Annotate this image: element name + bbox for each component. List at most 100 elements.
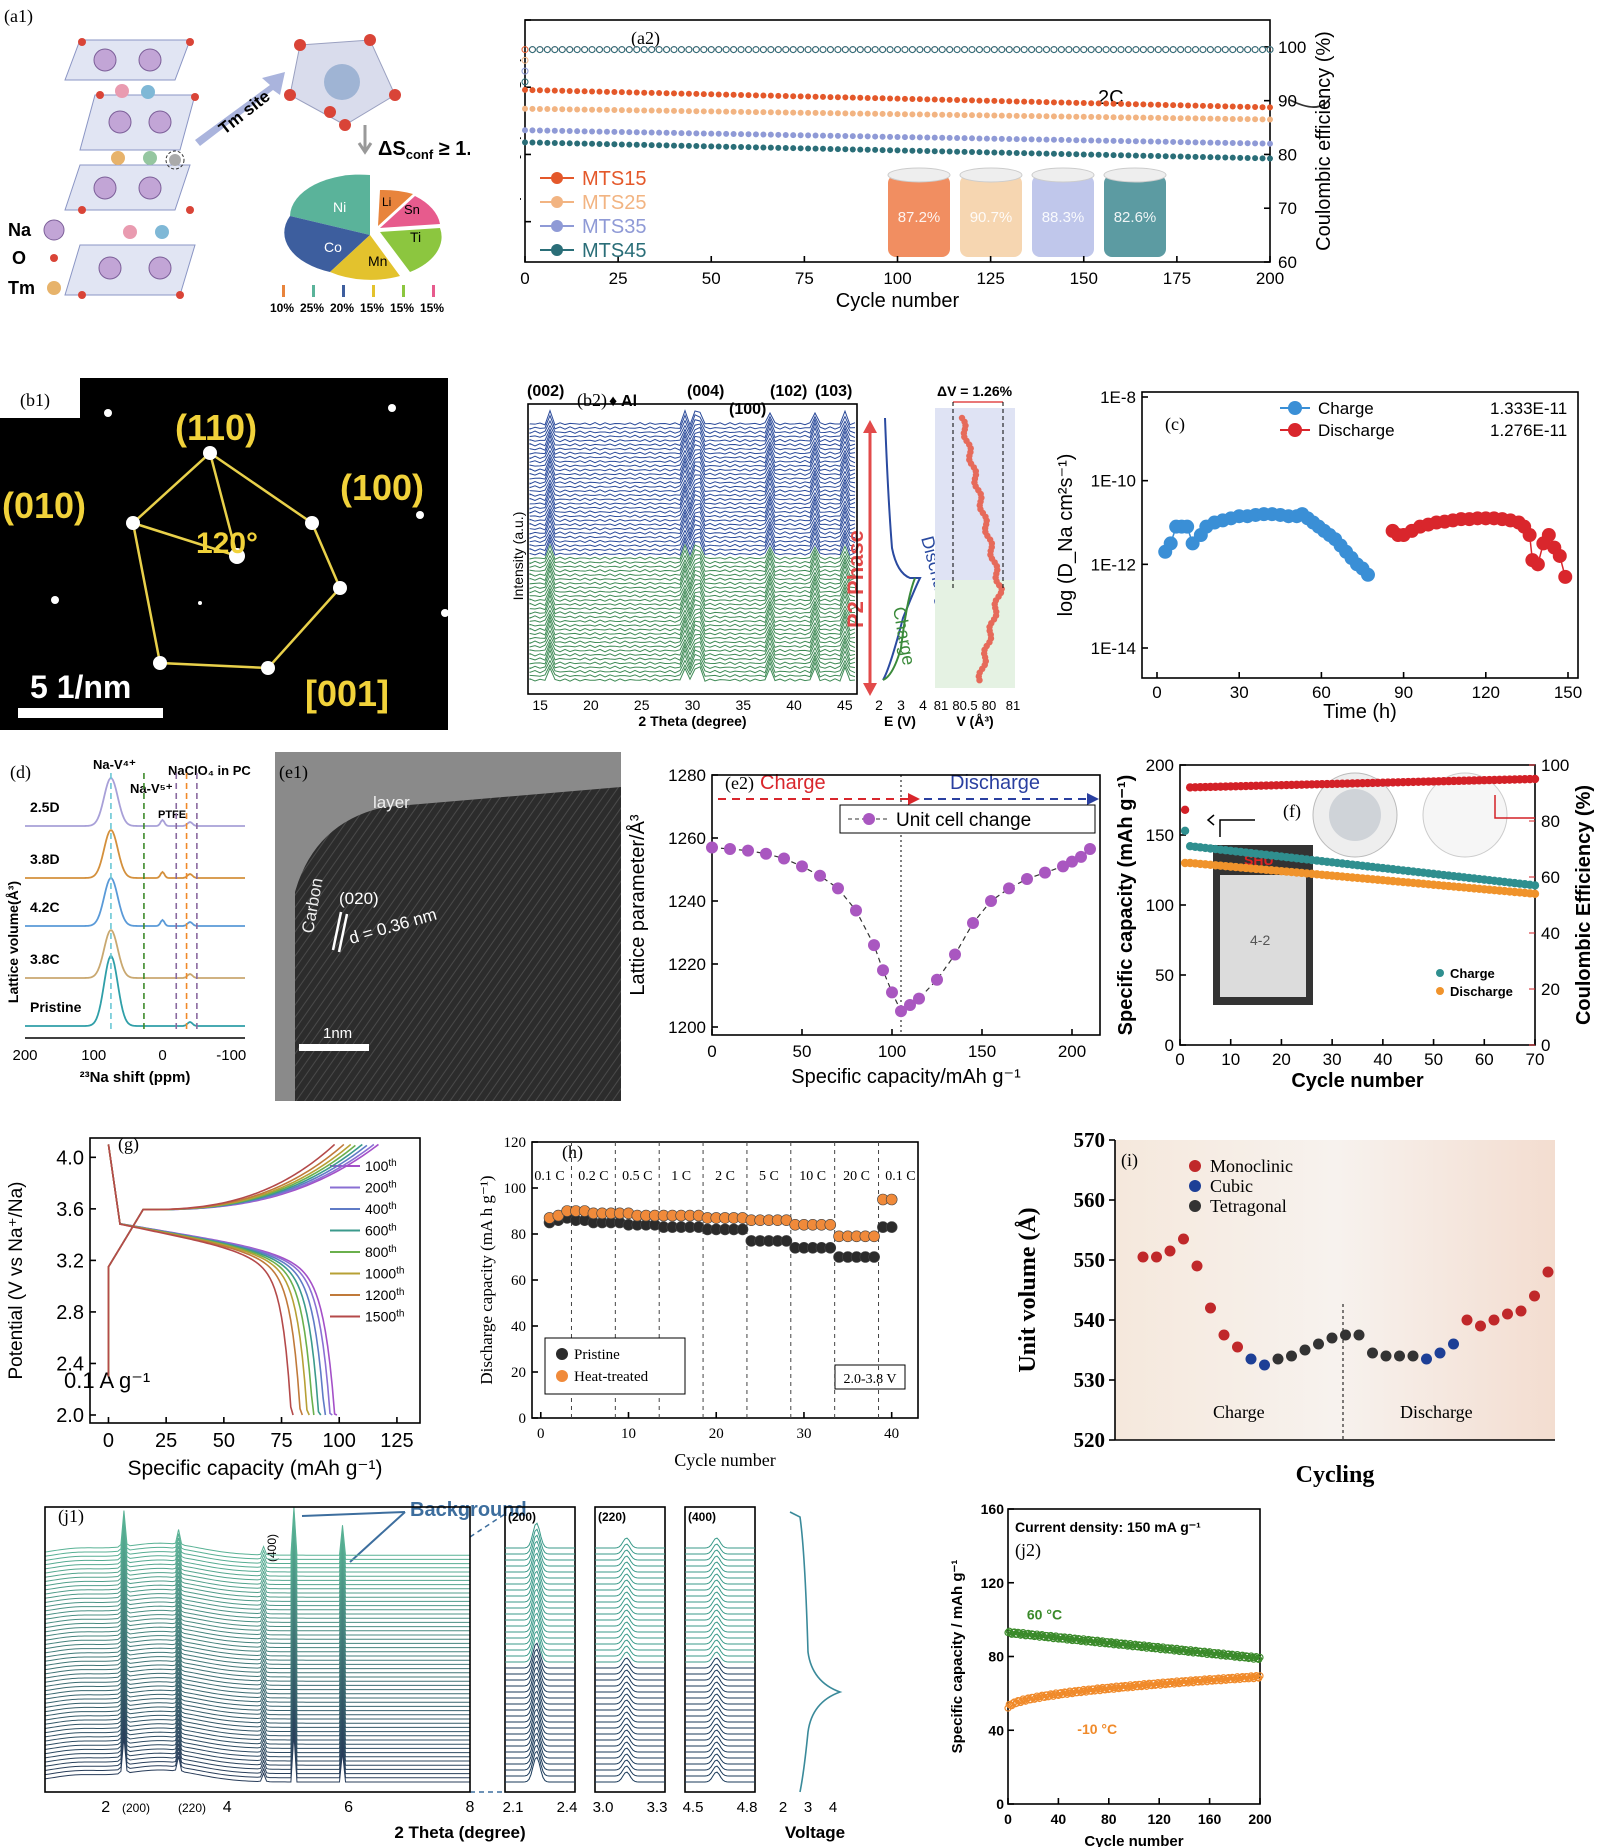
point-MTS15 xyxy=(648,89,655,96)
point-MTS35 xyxy=(805,132,812,139)
xrd-pattern xyxy=(529,631,856,649)
ce-point-MTS45 xyxy=(1206,46,1214,54)
point-Charge xyxy=(1530,881,1540,890)
tm-site-label: Tm site xyxy=(215,87,274,139)
point-MTS45 xyxy=(1058,150,1065,157)
point-MTS15 xyxy=(1118,100,1124,107)
point-MTS35 xyxy=(1013,136,1020,143)
point-MTS25 xyxy=(946,111,953,118)
j2-ytick: 120 xyxy=(981,1575,1005,1591)
j1-inset-pattern xyxy=(505,1576,575,1603)
point-MTS25 xyxy=(827,110,834,117)
e2-point xyxy=(814,869,826,882)
xrd-pattern xyxy=(529,535,856,552)
e2-point xyxy=(886,986,898,999)
j1-inset-pattern xyxy=(595,1621,665,1633)
point-MTS25 xyxy=(1162,114,1169,121)
point-MTS25 xyxy=(1065,113,1072,120)
j1-inset-pattern xyxy=(505,1558,575,1585)
legend-MTS25: MTS25 xyxy=(582,192,646,214)
ce-point-MTS45 xyxy=(715,46,723,54)
j1-pattern xyxy=(44,1624,470,1674)
point-MTS35 xyxy=(656,129,663,136)
xrd-pattern xyxy=(529,509,856,527)
j1-inset-pattern xyxy=(505,1690,575,1717)
point-MTS45 xyxy=(916,147,923,154)
point-MTS35 xyxy=(775,131,782,138)
e2-point xyxy=(1084,843,1096,856)
d-xtick: 200 xyxy=(12,1047,37,1064)
j1-inset-pattern xyxy=(685,1591,755,1603)
xrd-pattern xyxy=(529,463,856,482)
point-Monoclinic xyxy=(1515,1305,1527,1317)
xrd-pattern xyxy=(529,648,856,666)
legend-marker xyxy=(556,1370,568,1382)
d-nmr-spectra: (d) Na-V⁴⁺ Na-V⁵⁺ NaClO₄ in PC PTFE Latt… xyxy=(5,757,251,1086)
j1-inset-pattern xyxy=(505,1540,575,1567)
point-MTS25 xyxy=(1222,115,1229,122)
point-MTS15 xyxy=(849,94,856,101)
point-MTS25 xyxy=(1058,113,1065,120)
xrd-pattern xyxy=(529,577,856,594)
j1-pattern xyxy=(44,1607,470,1657)
point-MTS15 xyxy=(1259,104,1266,111)
battery-body xyxy=(1032,175,1094,257)
point-MTS35 xyxy=(752,131,759,138)
point-MTS15 xyxy=(1088,100,1095,107)
j1-pattern xyxy=(44,1687,470,1737)
j1-pattern xyxy=(44,1616,470,1665)
battery-cap xyxy=(887,167,951,183)
point-MTS25 xyxy=(901,111,908,118)
xrd-pattern xyxy=(529,514,856,532)
battery-percent: 82.6% xyxy=(1114,209,1157,226)
legend-marker xyxy=(1288,423,1302,437)
point-MTS45 xyxy=(723,143,730,150)
x-tick-label: 125 xyxy=(976,269,1004,288)
point-MTS15 xyxy=(611,89,618,96)
ce-point-MTS45 xyxy=(759,46,767,54)
ce-point-MTS45 xyxy=(946,46,954,54)
e2-label: (e2) xyxy=(725,773,754,794)
e2-lattice-chart: (e2) Charge Discharge 0 50 100 150 200 1200 12… xyxy=(626,766,1101,1088)
e2-xtick: 100 xyxy=(878,1042,906,1061)
nmr-curve-3.8C xyxy=(25,929,245,979)
f-ytick: 200 xyxy=(1146,756,1174,775)
ce-point-MTS45 xyxy=(953,46,961,54)
b2-phase-arrow: P2 Phase xyxy=(843,420,877,696)
point-MTS25 xyxy=(1147,114,1154,121)
b2-xtick: 15 xyxy=(532,697,548,713)
point-MTS35 xyxy=(574,128,581,135)
point-MTS15 xyxy=(522,86,528,93)
e1-plane: (020) xyxy=(339,889,379,908)
legend-na: Na xyxy=(8,220,32,240)
point-MTS45 xyxy=(1043,150,1050,157)
point-MTS35 xyxy=(1006,135,1013,142)
f-y2tick: 80 xyxy=(1541,812,1560,831)
j1-inset-pattern xyxy=(595,1639,665,1651)
ce-point-MTS45 xyxy=(737,46,745,54)
j1-pattern xyxy=(44,1523,470,1573)
ce-point-MTS45 xyxy=(1192,46,1199,54)
g-xtick: 0 xyxy=(103,1430,114,1452)
e2-point xyxy=(1003,882,1015,895)
point-MTS35 xyxy=(671,129,677,136)
a1-pie-chart: Ni Co Mn Ti Sn Li xyxy=(284,174,442,280)
point-MTS15 xyxy=(1065,99,1072,106)
j1-pattern xyxy=(44,1691,470,1741)
xrd-pattern xyxy=(529,468,856,485)
xrd-pattern xyxy=(529,539,856,557)
h-xtick: 40 xyxy=(884,1426,899,1442)
xrd-pattern xyxy=(529,459,856,477)
point-MTS15 xyxy=(1214,103,1221,110)
j1-peak-400: (400) xyxy=(265,1534,279,1562)
j2-xlabel: Cycle number xyxy=(1084,1833,1183,1847)
g-label: (g) xyxy=(118,1134,139,1155)
j1-inset-pattern xyxy=(595,1609,665,1621)
point-MTS15 xyxy=(991,97,998,104)
ce-point-MTS45 xyxy=(975,46,983,54)
point-MTS45 xyxy=(1207,154,1214,161)
point-MTS45 xyxy=(1259,155,1266,162)
ce-point-MTS45 xyxy=(573,46,581,54)
ce-point-MTS45 xyxy=(685,46,693,54)
xrd-pattern xyxy=(529,623,856,641)
